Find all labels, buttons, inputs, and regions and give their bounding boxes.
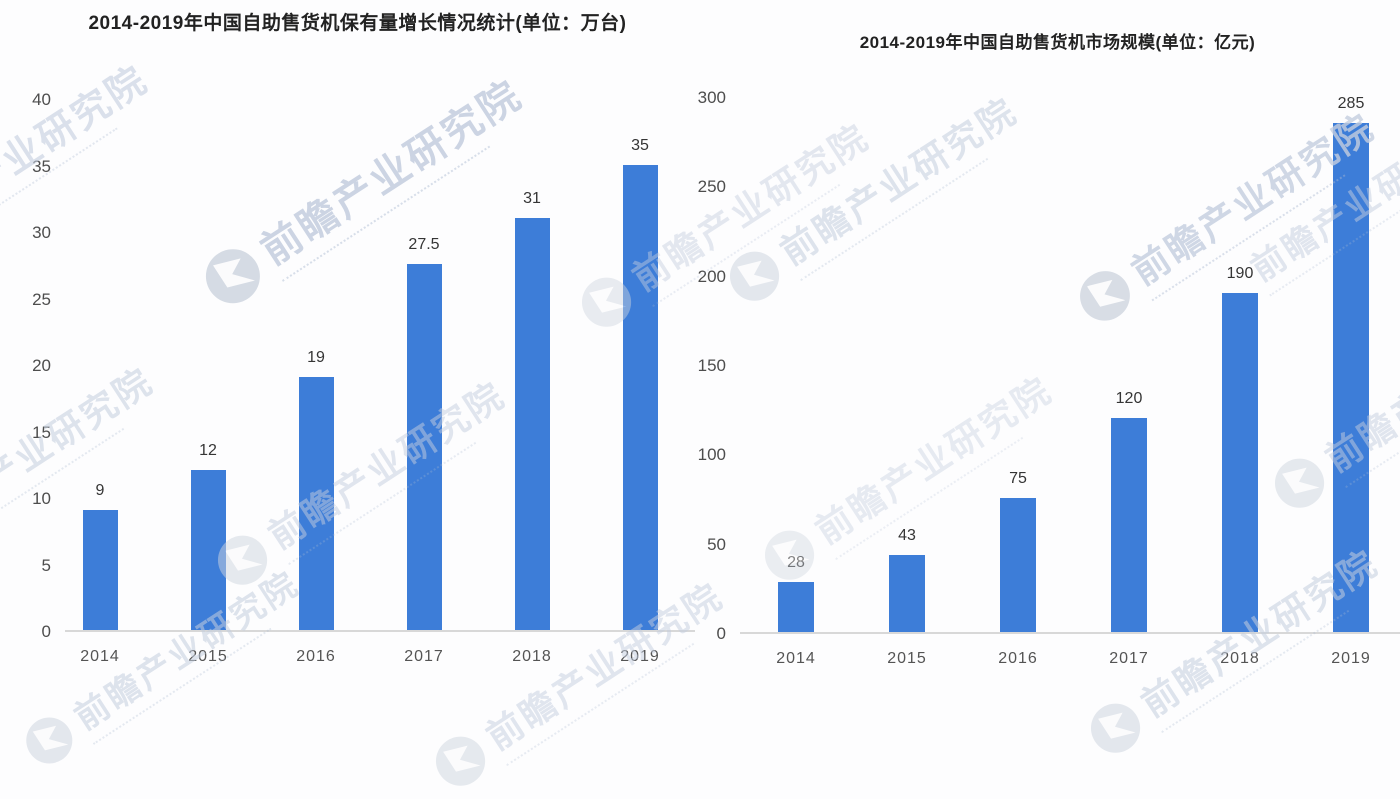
watermark-logo-icon [1081,694,1149,762]
y-axis-tick-label: 5 [41,555,51,575]
plot-area: 0 50 100 150 200 250 300 28 2014 43 2015 75 2016 120 2… [698,88,1400,667]
x-axis-tick-label: 2018 [1220,650,1260,667]
x-axis-tick-label: 2019 [1331,650,1371,667]
bar-value-label: 190 [1226,264,1254,282]
x-axis-tick-label: 2014 [776,650,816,667]
bar-2018 [1222,292,1258,632]
x-axis-tick-label: 2015 [887,650,927,667]
bar-2015 [190,470,226,630]
x-axis-tick-label: 2019 [620,648,660,665]
x-axis-tick-label: 2018 [512,648,552,665]
bar-value-label: 19 [307,349,325,367]
y-axis-tick-label: 30 [32,223,51,242]
chart-title: 2014-2019年中国自助售货机市场规模(单位：亿元) [859,33,1256,52]
y-axis-tick-label: 10 [32,489,51,508]
bar-value-label: 12 [199,442,217,460]
bar-2014 [82,510,118,630]
bar-2019 [1333,122,1369,632]
bar-value-label: 27.5 [408,236,440,254]
chart-vending-machine-holdings: 2014-2019年中国自助售货机保有量增长情况统计(单位：万台) 0 5 10 15… [0,0,700,700]
y-axis-tick-label: 200 [697,266,726,286]
bar-value-label: 75 [1009,470,1027,487]
bar-2015 [889,555,925,632]
x-axis-tick-label: 2017 [404,648,444,665]
y-axis-tick-label: 40 [32,90,51,109]
bar-value-label: 120 [1115,389,1143,407]
bar-2017 [406,264,442,630]
x-axis-tick-label: 2015 [188,648,228,665]
y-axis-tick-label: 0 [716,624,726,643]
y-axis-tick-label: 15 [32,422,51,442]
bar-2019 [622,164,658,630]
y-axis-tick-label: 50 [707,534,726,554]
watermark-logo-icon [17,708,81,773]
bar-value-label: 35 [631,136,649,154]
bar-2014 [778,581,814,632]
bar-value-label: 285 [1337,94,1365,112]
bar-2016 [1000,498,1036,632]
plot-area: 0 5 10 15 20 25 30 35 40 9 2014 12 2015 19 2016 27.5 201… [32,90,695,665]
bar-2018 [514,217,550,630]
bar-value-label: 9 [95,482,105,500]
watermark-logo-icon [426,727,494,795]
y-axis-tick-label: 300 [697,88,726,107]
x-axis-tick-label: 2014 [80,648,120,665]
y-axis-tick-label: 25 [32,289,51,309]
y-axis-tick-label: 150 [697,356,726,375]
x-axis-tick-label: 2016 [296,648,336,665]
bar-value-label: 43 [898,527,916,545]
y-axis-tick-label: 35 [32,156,51,176]
bar-2017 [1111,417,1147,632]
chart-vending-machine-market-size: 2014-2019年中国自助售货机市场规模(单位：亿元) 0 50 100 150 20… [698,0,1400,700]
x-axis-tick-label: 2016 [998,650,1038,667]
chart-title: 2014-2019年中国自助售货机保有量增长情况统计(单位：万台) [88,13,627,34]
y-axis-tick-label: 20 [32,356,51,375]
bar-value-label: 31 [523,189,541,207]
x-axis-tick-label: 2017 [1109,650,1149,667]
y-axis-tick-label: 250 [697,177,726,197]
y-axis-tick-label: 100 [697,445,726,465]
bar-2016 [298,377,334,630]
bar-value-label: 28 [787,553,805,571]
y-axis-tick-label: 0 [41,622,51,641]
